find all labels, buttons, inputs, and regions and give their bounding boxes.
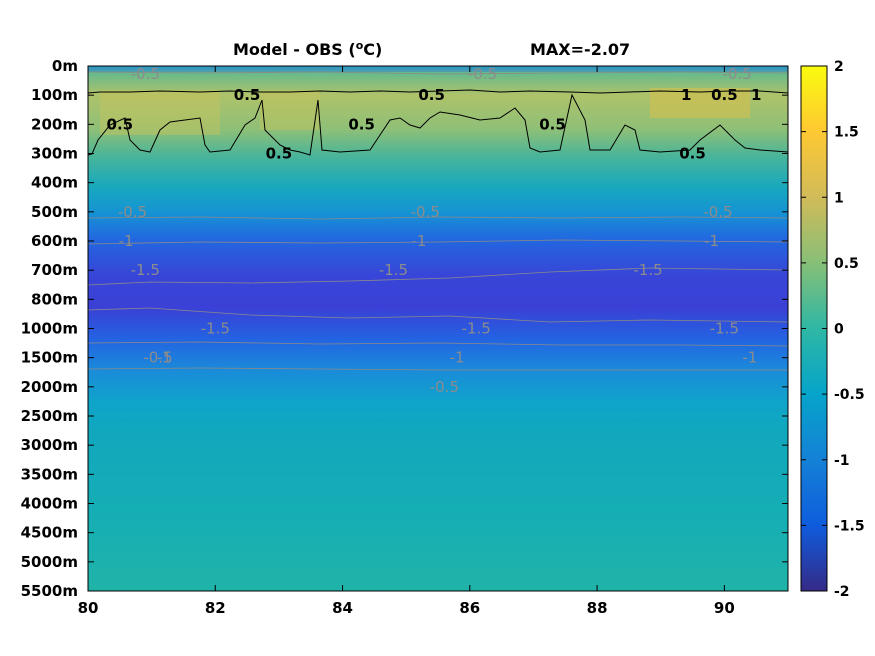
warm-band-1 bbox=[100, 90, 220, 135]
contour-label: -0.5 bbox=[143, 349, 172, 367]
contour-label: -1 bbox=[157, 349, 172, 367]
y-tick-label: 3500m bbox=[21, 465, 78, 483]
y-tick-label: 800m bbox=[31, 290, 78, 308]
max-annotation: MAX=-2.07 bbox=[530, 40, 631, 59]
contour-line-neg1.5-lower bbox=[88, 307, 788, 323]
plot-area: -0.5 -0.5 -0.5 0.5 0.5 1 1 0.5 0.5 0.5 0.5 0.5 0.5 -0… bbox=[21, 57, 789, 617]
contour-label: -0.5 bbox=[468, 65, 497, 83]
contour-label: -1.5 bbox=[633, 261, 662, 279]
warm-band-2 bbox=[260, 90, 320, 130]
y-tick-label: 1000m bbox=[21, 320, 78, 338]
contour-label: -1 bbox=[411, 232, 426, 250]
y-axis: 0m 100m 200m 300m 400m 500m 600m 700m 800m 1000m 1… bbox=[21, 57, 788, 600]
contour-label: -1.5 bbox=[201, 320, 230, 338]
contour-label: 0.5 bbox=[266, 145, 293, 163]
x-tick-label: 84 bbox=[332, 599, 353, 617]
y-tick-label: 2500m bbox=[21, 407, 78, 425]
contour-line-neg0.5-surface bbox=[88, 71, 788, 75]
contour-line-0.5 bbox=[88, 89, 788, 94]
contour-label: -1 bbox=[704, 232, 719, 250]
colorbar-tick-label: -0.5 bbox=[834, 387, 865, 403]
chart-title: Model - OBS (oC) bbox=[233, 39, 383, 59]
colorbar-tick-label: -1.5 bbox=[834, 518, 865, 534]
colorbar-tick-label: -1 bbox=[834, 453, 850, 469]
contour-label: -1.5 bbox=[462, 320, 491, 338]
x-tick-label: 80 bbox=[78, 599, 99, 617]
y-tick-label: 100m bbox=[31, 86, 78, 104]
y-tick-label: 700m bbox=[31, 261, 78, 279]
contour-label: 0.5 bbox=[234, 86, 261, 104]
colorbar-ticks: 2 1.5 1 0.5 0 -0.5 -1 -1.5 -2 bbox=[801, 59, 865, 600]
contour-label: -0.5 bbox=[703, 203, 732, 221]
contour-label: 0.5 bbox=[107, 115, 134, 133]
contour-line-neg0.5-upper bbox=[88, 216, 788, 220]
contour-label: -1 bbox=[119, 232, 134, 250]
contour-label: -0.5 bbox=[411, 203, 440, 221]
y-tick-label: 600m bbox=[31, 232, 78, 250]
x-tick-label: 88 bbox=[587, 599, 608, 617]
contour-label: -1.5 bbox=[131, 261, 160, 279]
y-tick-label: 4000m bbox=[21, 495, 78, 513]
contour-label: -1 bbox=[450, 349, 465, 367]
y-tick-label: 4500m bbox=[21, 524, 78, 542]
x-tick-label: 82 bbox=[205, 599, 226, 617]
colorbar-tick-label: -2 bbox=[834, 584, 850, 600]
contour-line-0.5-lower bbox=[88, 93, 788, 156]
y-tick-label: 0m bbox=[52, 57, 78, 75]
warm-band-3 bbox=[650, 88, 750, 118]
y-tick-label: 300m bbox=[31, 145, 78, 163]
contour-label: -0.5 bbox=[722, 65, 751, 83]
colorbar-tick-label: 1.5 bbox=[834, 125, 859, 141]
colorbar: 2 1.5 1 0.5 0 -0.5 -1 -1.5 -2 bbox=[800, 59, 865, 600]
x-tick-label: 90 bbox=[714, 599, 735, 617]
contour-line-neg1-lower bbox=[88, 341, 788, 347]
x-tick-label: 86 bbox=[459, 599, 480, 617]
colorbar-tick-label: 1 bbox=[834, 190, 844, 206]
contour-line-neg1-upper bbox=[88, 239, 788, 245]
contour-label: -0.5 bbox=[430, 378, 459, 396]
y-tick-label: 400m bbox=[31, 174, 78, 192]
y-tick-label: 1500m bbox=[21, 349, 78, 367]
surface-cool-strip bbox=[88, 66, 788, 72]
contour-line-neg0.5-lower bbox=[88, 367, 788, 371]
y-tick-label: 2000m bbox=[21, 378, 78, 396]
contour-label: 1 bbox=[751, 86, 761, 104]
contour-label: 0.5 bbox=[539, 115, 566, 133]
contour-label: -0.5 bbox=[118, 203, 147, 221]
y-tick-label: 5000m bbox=[21, 553, 78, 571]
contour-label: 0.5 bbox=[348, 115, 375, 133]
colorbar-tick-label: 0 bbox=[834, 322, 844, 338]
contour-label: 1 bbox=[681, 86, 691, 104]
y-tick-label: 3000m bbox=[21, 436, 78, 454]
contour-label: -1.5 bbox=[710, 320, 739, 338]
contour-label: 0.5 bbox=[418, 86, 445, 104]
x-axis: 80 82 84 86 88 90 bbox=[78, 66, 735, 617]
colorbar-tick-label: 0.5 bbox=[834, 256, 859, 272]
contour-label: -1.5 bbox=[379, 261, 408, 279]
contour-label: -0.5 bbox=[131, 65, 160, 83]
heatmap-field bbox=[88, 66, 788, 591]
contour-labels: -0.5 -0.5 -0.5 0.5 0.5 1 1 0.5 0.5 0.5 0.5 0.5 0.5 -0… bbox=[107, 65, 762, 396]
contour-label: 0.5 bbox=[679, 145, 706, 163]
contour-label: -1 bbox=[742, 349, 757, 367]
contour-label: 0.5 bbox=[711, 86, 738, 104]
y-tick-label: 5500m bbox=[21, 582, 78, 600]
y-tick-label: 200m bbox=[31, 115, 78, 133]
contour-line-neg1.5-upper bbox=[88, 267, 788, 286]
y-tick-label: 500m bbox=[31, 203, 78, 221]
colorbar-tick-label: 2 bbox=[834, 59, 844, 75]
